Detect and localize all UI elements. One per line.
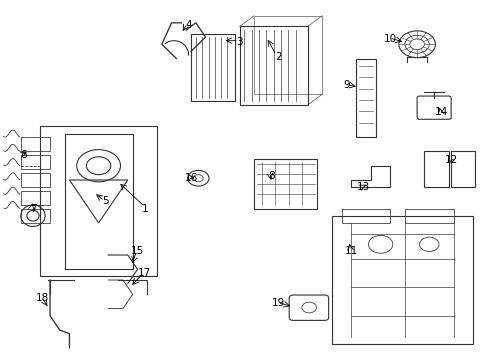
Text: 1: 1	[141, 203, 148, 213]
Text: 8: 8	[267, 171, 274, 181]
Text: 15: 15	[131, 247, 144, 256]
Text: 3: 3	[236, 37, 243, 48]
Text: 16: 16	[184, 173, 197, 183]
Text: 5: 5	[102, 197, 109, 206]
Text: 14: 14	[434, 107, 447, 117]
Text: 17: 17	[138, 268, 151, 278]
Text: 10: 10	[383, 34, 396, 44]
Text: 18: 18	[36, 293, 49, 303]
Text: 12: 12	[444, 156, 457, 165]
Text: 7: 7	[30, 203, 36, 213]
Text: 11: 11	[344, 247, 357, 256]
Text: 19: 19	[271, 298, 285, 308]
Text: 4: 4	[185, 19, 191, 30]
Text: 2: 2	[275, 52, 281, 62]
Text: 6: 6	[20, 150, 26, 160]
Text: 13: 13	[356, 182, 369, 192]
Text: 9: 9	[343, 80, 349, 90]
